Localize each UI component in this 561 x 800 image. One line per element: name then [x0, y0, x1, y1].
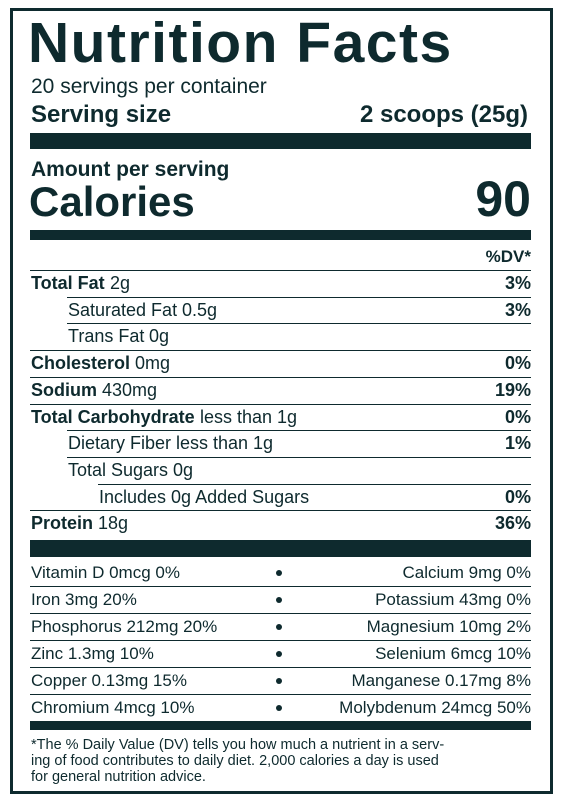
calories-label: Calories	[29, 178, 195, 225]
row-line	[30, 613, 531, 614]
nutrient-amount: 0g	[173, 459, 194, 480]
nutrient-amount: 0mg	[135, 353, 171, 374]
footnote-line: ing of food contributes to daily diet. 2…	[31, 753, 439, 769]
rule	[30, 133, 531, 149]
nutrient-name: Saturated Fat	[68, 299, 178, 320]
nutrient-name: Cholesterol	[31, 353, 131, 374]
nutrient-amount: less than 1g	[200, 406, 298, 427]
nutrient-dv: 0%	[504, 353, 531, 374]
vitamin-left: Copper 0.13mg 15%	[31, 671, 187, 690]
nutrient-dv: 1%	[504, 433, 531, 454]
vitamin-right: Calcium 9mg 0%	[402, 563, 532, 582]
vitamin-right: Magnesium 10mg 2%	[366, 617, 531, 636]
bullet	[276, 570, 282, 576]
serving-size-value: 2 scoops (25g)	[359, 101, 528, 128]
row-line	[30, 376, 531, 378]
vitamin-left: Chromium 4mcg 10%	[31, 698, 195, 717]
row-line	[30, 586, 531, 587]
calories-value: 90	[475, 171, 531, 227]
row-line	[30, 510, 531, 512]
row-line	[67, 323, 531, 325]
rule	[30, 721, 531, 730]
vitamin-right: Molybdenum 24mcg 50%	[339, 698, 531, 717]
nutrient-dv: 3%	[504, 299, 531, 320]
row-line	[30, 694, 531, 695]
vitamin-left: Iron 3mg 20%	[31, 590, 137, 609]
nutrient-name: Dietary Fiber	[68, 433, 172, 454]
nutrient-name: Trans Fat	[68, 326, 145, 347]
servings: 20 servings per container	[31, 75, 267, 98]
row-line	[30, 350, 531, 352]
vitamin-right: Selenium 6mcg 10%	[375, 644, 531, 663]
title: Nutrition Facts	[28, 11, 453, 75]
vitamin-left: Zinc 1.3mg 10%	[31, 644, 154, 663]
nutrient-name: Total Fat	[31, 273, 105, 293]
nutrient-dv: 19%	[494, 379, 531, 400]
row-line	[30, 403, 531, 405]
nutrient-amount: less than 1g	[176, 433, 274, 454]
dv-header: %DV*	[485, 247, 531, 266]
nutrient-amount: 18g	[98, 513, 129, 534]
vitamin-right: Manganese 0.17mg 8%	[351, 671, 531, 690]
bullet	[276, 597, 282, 603]
nutrient-name: Total Sugars	[68, 459, 169, 480]
nutrient-dv: 3%	[504, 273, 531, 293]
row-line	[30, 270, 531, 271]
row-line	[67, 430, 531, 432]
nutrient-name: Sodium	[31, 379, 97, 400]
nutrient-name: Total Carbohydrate	[31, 406, 195, 427]
amount-label: Amount per serving	[31, 158, 230, 181]
nutrient-amount: 0.5g	[182, 299, 218, 320]
nutrient-dv: 0%	[504, 406, 531, 427]
rule	[30, 230, 531, 240]
nutrient-amount: 2g	[110, 273, 131, 293]
row-line	[30, 640, 531, 641]
vitamin-left: Vitamin D 0mcg 0%	[31, 563, 180, 582]
nutrient-dv: 36%	[494, 513, 531, 534]
bullet	[276, 705, 282, 711]
nutrient-amount: 0g	[149, 326, 170, 347]
rule	[30, 540, 531, 557]
label-box	[10, 8, 553, 794]
nutrient-name: Protein	[31, 513, 94, 534]
footnote-line: *The % Daily Value (DV) tells you how mu…	[31, 737, 445, 753]
nutrient-name: Includes 0g Added Sugars	[99, 486, 310, 507]
serving-size-label: Serving size	[31, 101, 172, 128]
bullet	[276, 651, 282, 657]
row-line	[67, 456, 531, 458]
nutrient-dv: 0%	[504, 486, 531, 507]
bullet	[276, 678, 282, 684]
bullet	[276, 624, 282, 630]
row-line	[98, 483, 531, 485]
nutrient-amount: 430mg	[102, 379, 158, 400]
footnote-line: for general nutrition advice.	[31, 769, 206, 785]
vitamin-right: Potassium 43mg 0%	[375, 590, 531, 609]
row-line	[67, 296, 531, 298]
vitamin-left: Phosphorus 212mg 20%	[31, 617, 218, 636]
row-line	[30, 667, 531, 668]
